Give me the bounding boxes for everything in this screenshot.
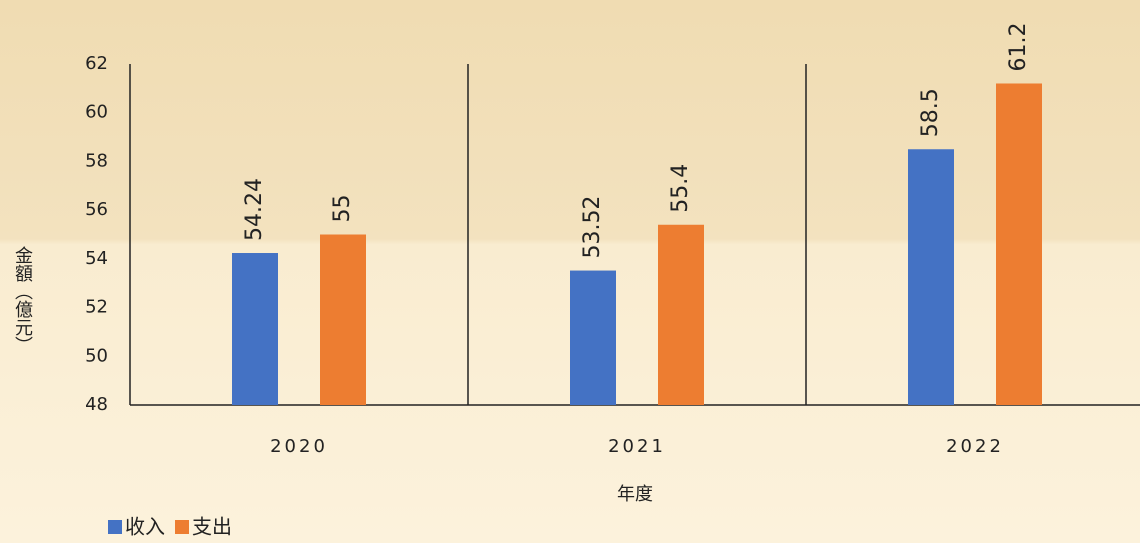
value-label: 58.5 [918,88,943,137]
legend-label: 支出 [192,515,232,539]
y-tick-label: 54 [85,248,108,269]
bar [320,234,366,405]
legend-label: 收入 [125,515,165,539]
value-label: 54.24 [242,178,267,241]
y-tick-label: 50 [85,345,108,366]
value-label: 53.52 [580,196,605,259]
y-tick-label: 56 [85,199,108,220]
bar [570,270,616,405]
legend-swatch [108,520,122,534]
bar [908,149,954,405]
y-axis-label: 金額（億元） [12,246,33,354]
y-tick-label: 62 [85,53,108,74]
y-tick-label: 48 [85,394,108,415]
value-label: 61.2 [1006,23,1031,72]
y-tick-label: 52 [85,297,108,318]
x-tick-label: 2021 [608,436,666,457]
legend-swatch [175,520,189,534]
x-tick-label: 2020 [270,436,328,457]
x-axis-label: 年度 [617,484,653,505]
y-tick-label: 58 [85,150,108,171]
bar [658,224,704,405]
y-tick-label: 60 [85,102,108,123]
bar [232,253,278,405]
value-label: 55 [330,195,355,223]
x-tick-label: 2022 [946,436,1004,457]
value-label: 55.4 [668,164,693,213]
bar [996,83,1042,405]
